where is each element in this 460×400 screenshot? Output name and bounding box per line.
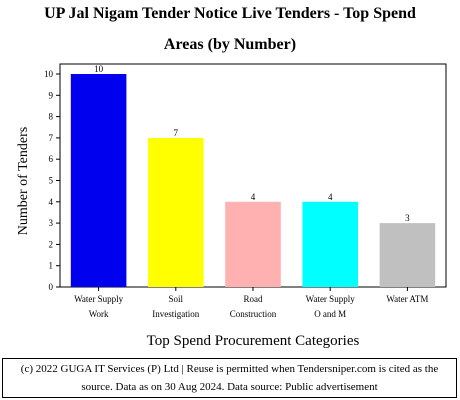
footer-notice: (c) 2022 GUGA IT Services (P) Ltd | Reus… — [2, 358, 457, 398]
y-tick-label: 0 — [49, 282, 54, 292]
footer-line-1: (c) 2022 GUGA IT Services (P) Ltd | Reus… — [20, 363, 439, 375]
footer-line-2: source. Data as on 30 Aug 2024. Data sou… — [81, 381, 378, 393]
x-tick-label: O and M — [314, 309, 346, 319]
y-tick-label: 5 — [49, 176, 54, 186]
x-tick-label: Soil — [169, 294, 184, 304]
bar — [302, 201, 358, 287]
y-tick-label: 10 — [44, 69, 54, 79]
bar — [225, 201, 281, 287]
y-tick-label: 4 — [49, 197, 54, 207]
chart-title-line-1: UP Jal Nigam Tender Notice Live Tenders … — [44, 5, 416, 22]
y-tick-label: 9 — [49, 90, 54, 100]
bar — [148, 137, 204, 287]
bar — [379, 223, 436, 287]
y-tick-label: 3 — [49, 218, 54, 228]
y-axis-title: Number of Tenders — [16, 126, 31, 236]
data-label: 4 — [251, 192, 256, 202]
y-tick-label: 1 — [49, 261, 54, 271]
x-axis-title: Top Spend Procurement Categories — [146, 333, 360, 349]
x-tick-label: Road — [244, 294, 263, 304]
x-tick-label: Water ATM — [386, 294, 428, 304]
x-tick-label: Water Supply — [74, 294, 124, 304]
data-label: 7 — [174, 128, 179, 138]
y-tick-label: 2 — [49, 239, 54, 249]
data-label: 3 — [405, 213, 410, 223]
x-tick-label: Investigation — [152, 309, 199, 319]
chart-title-line-2: Areas (by Number) — [163, 36, 297, 53]
x-tick-label: Construction — [230, 309, 277, 319]
bar — [70, 74, 127, 287]
data-label: 10 — [94, 64, 104, 74]
y-tick-label: 8 — [49, 112, 54, 122]
data-label: 4 — [328, 192, 333, 202]
x-tick-label: Water Supply — [306, 294, 356, 304]
y-tick-label: 7 — [49, 133, 54, 143]
x-tick-label: Work — [89, 309, 109, 319]
y-tick-label: 6 — [49, 154, 54, 164]
